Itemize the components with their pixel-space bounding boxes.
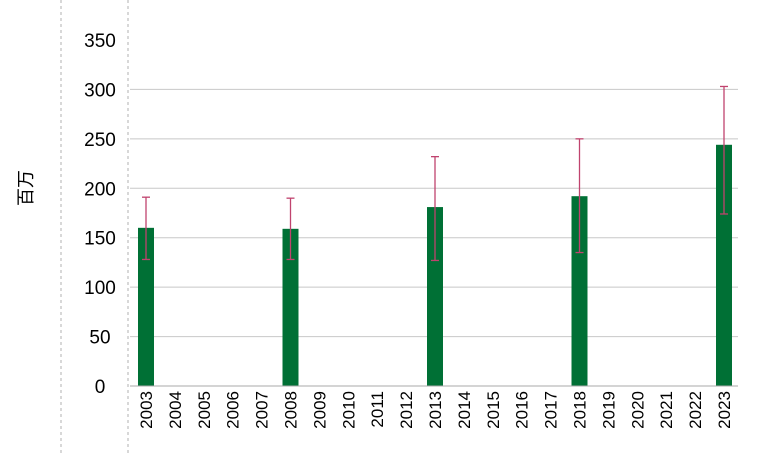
- bars: [138, 144, 732, 386]
- y-tick-label-50: 50: [89, 328, 110, 349]
- x-tick-label-2015: 2015: [484, 391, 503, 429]
- y-tick-label-200: 200: [84, 179, 116, 200]
- x-tick-label-2006: 2006: [224, 391, 243, 429]
- x-tick-label-2003: 2003: [137, 391, 156, 429]
- x-tick-label-2012: 2012: [397, 391, 416, 429]
- x-tick-label-2019: 2019: [599, 391, 618, 429]
- bar-2013: [427, 207, 443, 386]
- y-axis-tick-labels: 0 50 100 150 200 250 300 350: [84, 31, 116, 398]
- y-tick-label-100: 100: [84, 278, 116, 299]
- error-bar-2013: [431, 156, 439, 262]
- y-tick-label-300: 300: [84, 80, 116, 101]
- y-tick-label-250: 250: [84, 130, 116, 151]
- x-tick-label-2014: 2014: [455, 391, 474, 429]
- y-tick-label-350: 350: [84, 31, 116, 52]
- x-tick-label-2013: 2013: [426, 391, 445, 429]
- error-bar-2018: [575, 138, 584, 254]
- x-tick-label-2016: 2016: [513, 391, 532, 429]
- y-axis-label: 百万: [16, 170, 37, 206]
- y-tick-label-150: 150: [84, 229, 116, 250]
- x-axis-tick-labels: 2003 2004 2005 2006 2007 2008 2009 2010 2011 2012…: [137, 391, 734, 429]
- bar-2003: [138, 227, 154, 386]
- x-tick-label-2020: 2020: [628, 391, 647, 429]
- bar-2008: [282, 228, 299, 386]
- x-tick-label-2011: 2011: [368, 391, 387, 428]
- x-tick-label-2017: 2017: [542, 391, 561, 429]
- error-bars: [142, 85, 728, 262]
- x-tick-label-2008: 2008: [282, 391, 301, 429]
- x-tick-label-2005: 2005: [195, 391, 214, 429]
- error-bar-2023: [720, 85, 728, 215]
- x-tick-label-2023: 2023: [715, 391, 734, 429]
- error-bar-2008: [286, 197, 295, 261]
- x-tick-label-2022: 2022: [686, 391, 705, 429]
- bar-2018: [571, 196, 588, 386]
- x-tick-label-2021: 2021: [657, 391, 676, 429]
- bar-2023: [716, 144, 732, 386]
- x-tick-label-2007: 2007: [253, 391, 272, 429]
- y-tick-label-0: 0: [95, 377, 106, 398]
- x-tick-label-2009: 2009: [310, 391, 329, 429]
- error-bar-2003: [142, 196, 150, 261]
- x-tick-label-2004: 2004: [166, 391, 185, 429]
- x-tick-label-2010: 2010: [339, 391, 358, 429]
- x-tick-label-2018: 2018: [571, 391, 590, 429]
